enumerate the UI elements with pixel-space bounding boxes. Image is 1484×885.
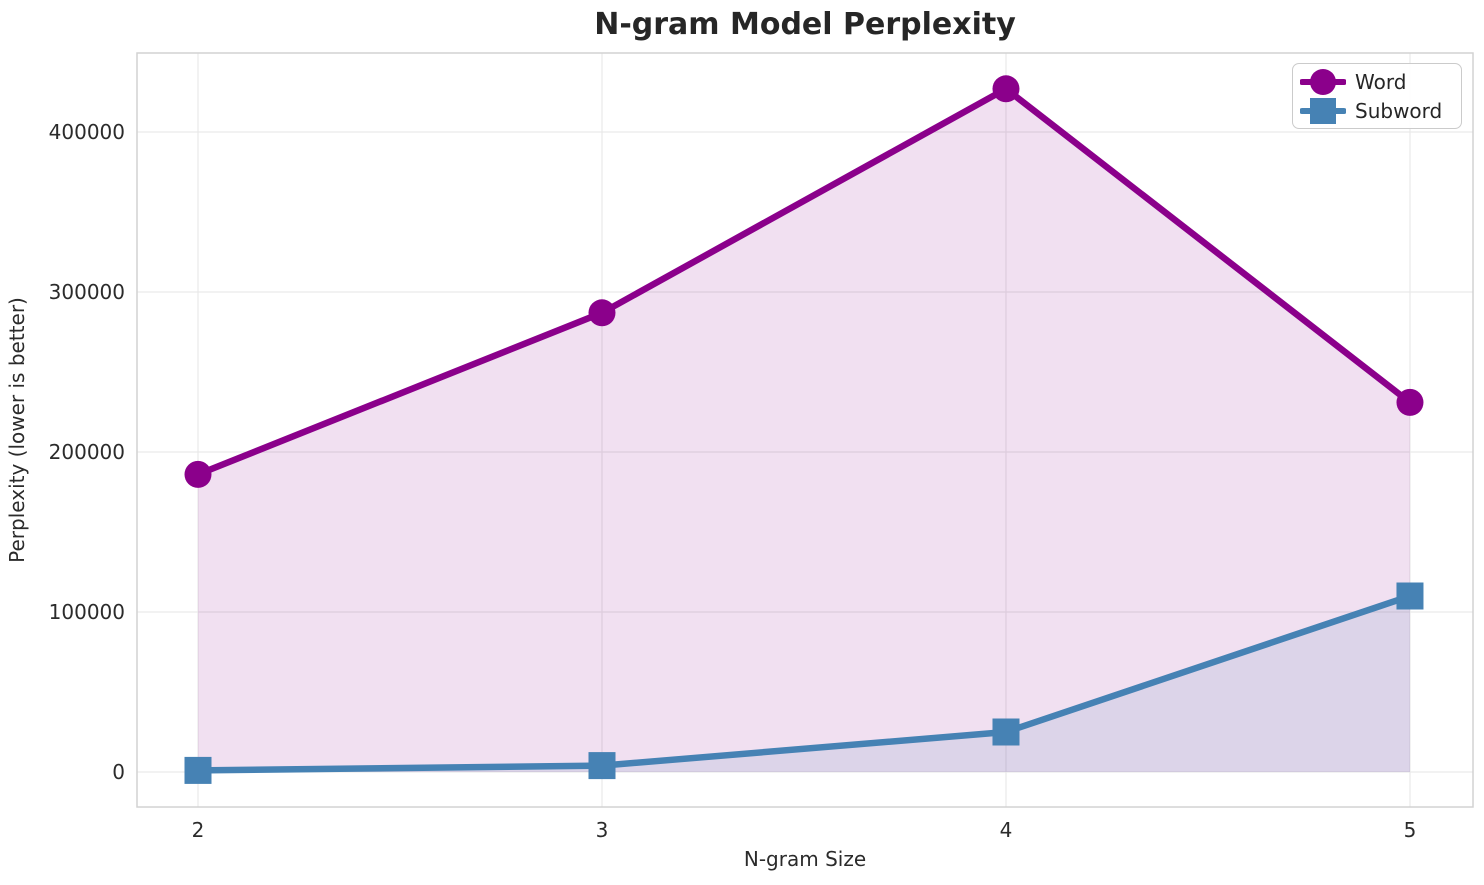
legend-item-subword: Subword [1300, 97, 1451, 125]
legend-label-word: Word [1355, 69, 1407, 94]
word-line-marker-icon [1300, 68, 1346, 95]
legend-label-subword: Subword [1355, 98, 1443, 123]
y-axis-label: Perplexity (lower is better) [5, 297, 29, 563]
subword-area-fill [198, 596, 1410, 772]
word-line [194, 85, 1414, 478]
word-marker [992, 75, 1020, 103]
area-fill-layer [198, 88, 1410, 773]
x-tick-label: 5 [1404, 818, 1417, 842]
y-tick-label: 0 [112, 760, 125, 784]
subword-marker [588, 752, 616, 780]
legend: Word Subword [1292, 63, 1462, 129]
x-tick-label: 4 [1000, 818, 1013, 842]
subword-line [194, 592, 1414, 774]
y-tick-label: 200000 [49, 440, 125, 464]
x-axis-label: N-gram Size [744, 847, 866, 871]
series-layer [184, 75, 1424, 784]
y-tick-labels: 0 100000 200000 300000 400000 [49, 120, 125, 784]
word-marker [184, 460, 212, 488]
subword-line-marker-icon [1300, 97, 1346, 124]
x-tick-labels: 2 3 4 5 [192, 818, 1417, 842]
grid-layer [137, 53, 1473, 807]
plot-border [136, 52, 1474, 808]
y-tick-label: 300000 [49, 280, 125, 304]
y-tick-label: 100000 [49, 600, 125, 624]
word-legend-marker [1310, 68, 1336, 95]
x-tick-label: 3 [596, 818, 609, 842]
y-tick-label: 400000 [49, 120, 125, 144]
subword-marker [1396, 582, 1424, 610]
subword-marker [992, 718, 1020, 746]
chart-title: N-gram Model Perplexity [594, 7, 1016, 42]
word-marker [588, 299, 616, 327]
subword-legend-marker [1310, 97, 1336, 124]
legend-item-word: Word [1300, 68, 1451, 96]
x-tick-label: 2 [192, 818, 205, 842]
subword-marker [184, 756, 212, 784]
word-marker [1396, 388, 1424, 416]
word-area-fill [198, 88, 1410, 773]
